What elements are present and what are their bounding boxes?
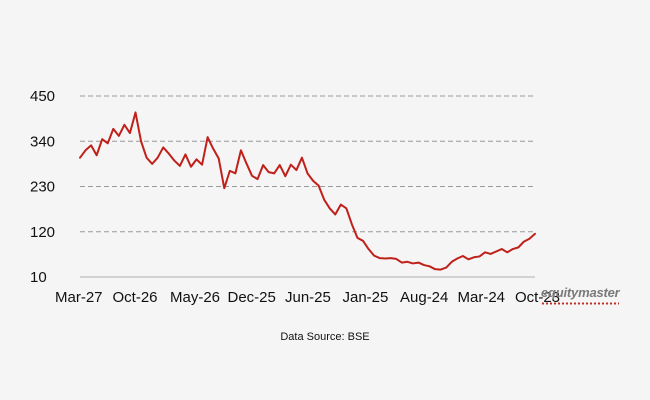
- x-tick-label: Dec-25: [228, 289, 276, 306]
- y-tick-label: 10: [30, 269, 47, 286]
- x-tick-label: Oct-23: [515, 289, 560, 306]
- x-tick-label: Oct-26: [113, 289, 158, 306]
- x-tick-label: Mar-24: [458, 289, 506, 306]
- x-tick-label: Jun-25: [285, 289, 331, 306]
- y-tick-label: 450: [30, 88, 55, 105]
- y-tick-label: 340: [30, 133, 55, 150]
- logo-underline: [541, 302, 619, 305]
- x-tick-label: Jan-25: [343, 289, 389, 306]
- grid-layer: [80, 95, 535, 233]
- y-tick-label: 230: [30, 179, 55, 196]
- y-tick-label: 120: [30, 224, 55, 241]
- price-series-line: [79, 111, 536, 271]
- equitymaster-logo: equitymaster: [541, 285, 620, 300]
- x-tick-label: May-26: [170, 289, 220, 306]
- x-tick-label: Aug-24: [400, 289, 448, 306]
- x-tick-labels: Mar-27 Oct-26 May-26 Dec-25 Jun-25 Jan-25 Aug-…: [55, 289, 560, 306]
- y-tick-labels: 450 340 230 120 10: [30, 88, 55, 286]
- data-source-note: Data Source: BSE: [280, 331, 370, 343]
- series-layer: [79, 111, 536, 271]
- x-tick-label: Mar-27: [55, 289, 103, 306]
